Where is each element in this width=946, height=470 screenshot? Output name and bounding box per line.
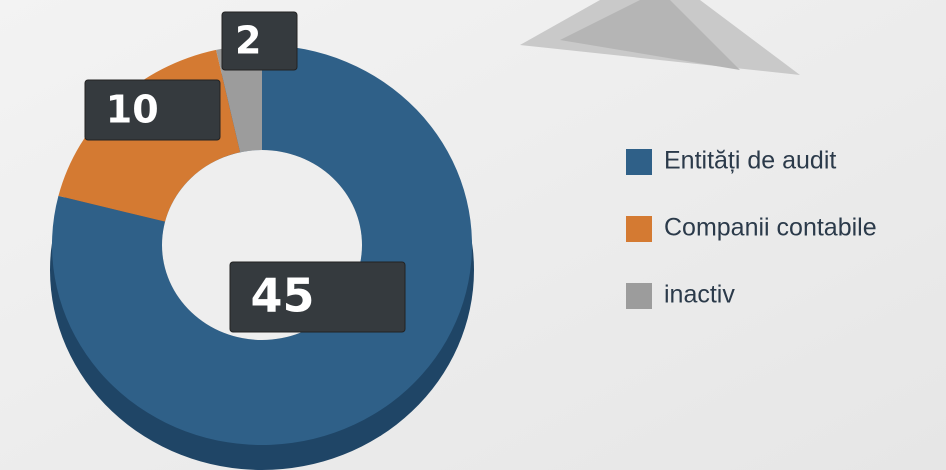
legend-swatch (626, 216, 652, 242)
legend-label: Companii contabile (664, 214, 877, 242)
legend-label: Entități de audit (664, 147, 836, 175)
data-label: 45 (250, 269, 314, 323)
data-label: 2 (235, 19, 261, 63)
legend-swatch (626, 283, 652, 309)
legend-swatch (626, 149, 652, 175)
data-label: 10 (106, 88, 159, 132)
chart: 45 10 2 Entități de audit Companii contabil… (0, 0, 946, 470)
legend-label: inactiv (664, 281, 735, 309)
